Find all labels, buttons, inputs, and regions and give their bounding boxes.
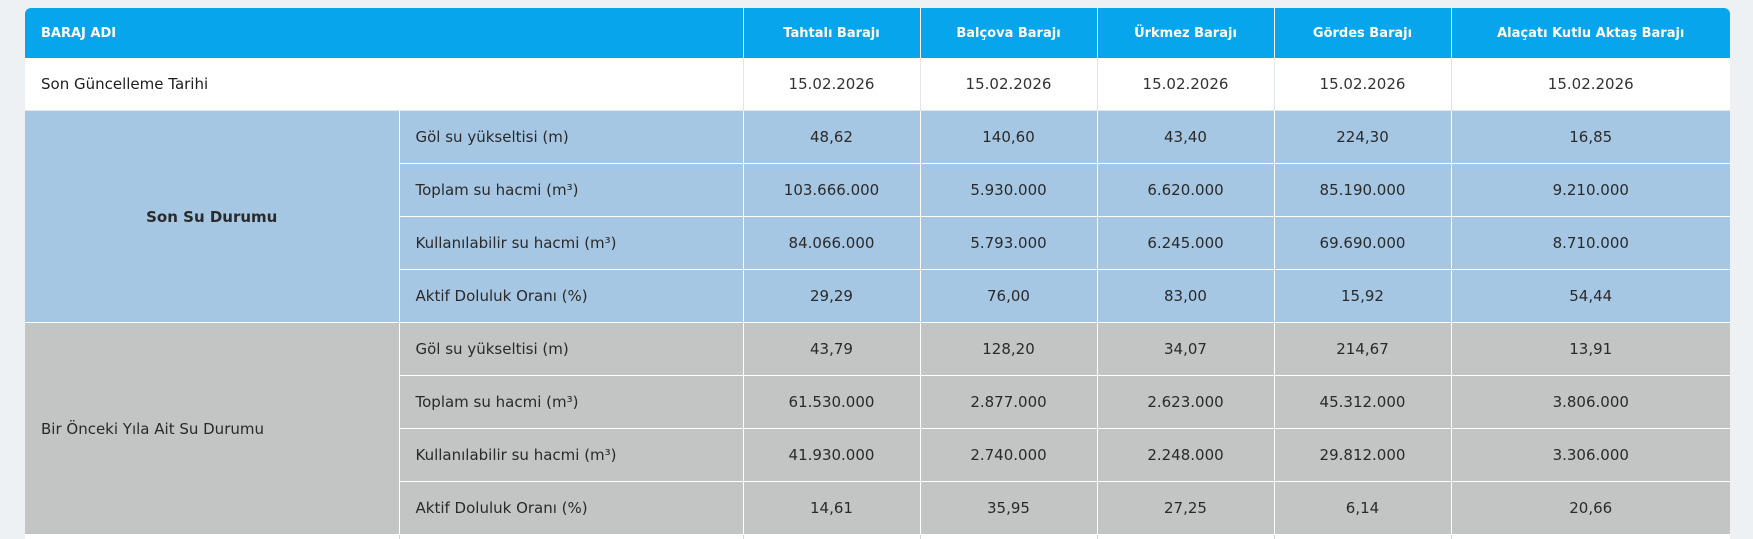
value-cell: 76,00 xyxy=(919,269,1097,323)
value-cell: 54,44 xyxy=(1450,269,1730,323)
value-cell: 29.812.000 xyxy=(1273,428,1451,482)
metric-label: Aktif Doluluk Oranı (%) xyxy=(398,481,743,535)
value-cell: 45.312.000 xyxy=(1273,375,1451,429)
value-cell: 3.306.000 xyxy=(1450,428,1730,482)
value-cell: 6.245.000 xyxy=(1096,216,1274,270)
metric-label: Toplam su hacmi (m³) xyxy=(398,375,743,429)
value-cell: 48,62 xyxy=(742,110,920,164)
dam-status-table-container: BARAJ ADI Tahtalı Barajı Balçova Barajı … xyxy=(25,8,1730,539)
value-cell: 103.666.000 xyxy=(742,163,920,217)
empty-cell xyxy=(1450,534,1730,539)
metric-label: Aktif Doluluk Oranı (%) xyxy=(398,269,743,323)
empty-cell xyxy=(25,534,399,539)
value-cell: 83,00 xyxy=(1096,269,1274,323)
empty-cell xyxy=(919,534,1097,539)
dam-header-urkmez: Ürkmez Barajı xyxy=(1096,8,1274,58)
value-cell: 43,40 xyxy=(1096,110,1274,164)
value-cell: 3.806.000 xyxy=(1450,375,1730,429)
dam-header-alacati: Alaçatı Kutlu Aktaş Barajı xyxy=(1450,8,1730,58)
value-cell: 15,92 xyxy=(1273,269,1451,323)
table-row: Son Su Durumu Göl su yükseltisi (m) 48,6… xyxy=(25,110,1730,323)
empty-cell xyxy=(742,534,920,539)
value-cell: 2.740.000 xyxy=(919,428,1097,482)
empty-cell xyxy=(1096,534,1274,539)
update-date-cell: 15.02.2026 xyxy=(919,58,1097,111)
value-cell: 27,25 xyxy=(1096,481,1274,535)
table-row: Toplam su hacmi (m³) 61.530.000 2.877.00… xyxy=(25,375,1730,429)
value-cell: 41.930.000 xyxy=(742,428,920,482)
update-date-cell: 15.02.2026 xyxy=(742,58,920,111)
value-cell: 5.930.000 xyxy=(919,163,1097,217)
value-cell: 128,20 xyxy=(919,322,1097,376)
metric-label: Toplam su hacmi (m³) xyxy=(398,163,743,217)
metric-label: Göl su yükseltisi (m) xyxy=(398,322,743,376)
previous-year-group-label: Bir Önceki Yıla Ait Su Durumu xyxy=(25,322,399,535)
value-cell: 16,85 xyxy=(1450,110,1730,164)
dam-status-table: BARAJ ADI Tahtalı Barajı Balçova Barajı … xyxy=(25,8,1730,539)
table-row: Aktif Doluluk Oranı (%) 29,29 76,00 83,0… xyxy=(25,269,1730,323)
metric-label: Göl su yükseltisi (m) xyxy=(398,110,743,164)
dam-header-gordes: Gördes Barajı xyxy=(1273,8,1451,58)
empty-cell xyxy=(1273,534,1451,539)
value-cell: 5.793.000 xyxy=(919,216,1097,270)
value-cell: 6,14 xyxy=(1273,481,1451,535)
update-date-cell: 15.02.2026 xyxy=(1096,58,1274,111)
metric-label: Kullanılabilir su hacmi (m³) xyxy=(398,216,743,270)
value-cell: 8.710.000 xyxy=(1450,216,1730,270)
last-update-label: Son Güncelleme Tarihi xyxy=(25,58,743,111)
value-cell: 20,66 xyxy=(1450,481,1730,535)
table-row: Aktif Doluluk Oranı (%) 14,61 35,95 27,2… xyxy=(25,481,1730,535)
value-cell: 14,61 xyxy=(742,481,920,535)
value-cell: 43,79 xyxy=(742,322,920,376)
header-row: BARAJ ADI Tahtalı Barajı Balçova Barajı … xyxy=(25,8,1730,58)
dam-name-header: BARAJ ADI xyxy=(25,8,743,58)
table-row: Toplam su hacmi (m³) 103.666.000 5.930.0… xyxy=(25,163,1730,217)
value-cell: 9.210.000 xyxy=(1450,163,1730,217)
value-cell: 214,67 xyxy=(1273,322,1451,376)
dam-header-balcova: Balçova Barajı xyxy=(919,8,1097,58)
value-cell: 29,29 xyxy=(742,269,920,323)
update-date-cell: 15.02.2026 xyxy=(1273,58,1451,111)
value-cell: 85.190.000 xyxy=(1273,163,1451,217)
value-cell: 2.877.000 xyxy=(919,375,1097,429)
table-row: Kullanılabilir su hacmi (m³) 84.066.000 … xyxy=(25,216,1730,270)
value-cell: 69.690.000 xyxy=(1273,216,1451,270)
value-cell: 13,91 xyxy=(1450,322,1730,376)
value-cell: 61.530.000 xyxy=(742,375,920,429)
update-date-cell: 15.02.2026 xyxy=(1450,58,1730,111)
current-status-group-label: Son Su Durumu xyxy=(25,110,399,323)
metric-label: Kullanılabilir su hacmi (m³) xyxy=(398,428,743,482)
value-cell: 84.066.000 xyxy=(742,216,920,270)
value-cell: 140,60 xyxy=(919,110,1097,164)
value-cell: 6.620.000 xyxy=(1096,163,1274,217)
table-row: Kullanılabilir su hacmi (m³) 41.930.000 … xyxy=(25,428,1730,482)
value-cell: 2.248.000 xyxy=(1096,428,1274,482)
value-cell: 35,95 xyxy=(919,481,1097,535)
last-update-row: Son Güncelleme Tarihi 15.02.2026 15.02.2… xyxy=(25,58,1730,111)
table-row xyxy=(25,534,1730,539)
empty-cell xyxy=(398,534,743,539)
table-row: Bir Önceki Yıla Ait Su Durumu Göl su yük… xyxy=(25,322,1730,535)
dam-header-tahtali: Tahtalı Barajı xyxy=(742,8,920,58)
value-cell: 224,30 xyxy=(1273,110,1451,164)
value-cell: 34,07 xyxy=(1096,322,1274,376)
value-cell: 2.623.000 xyxy=(1096,375,1274,429)
